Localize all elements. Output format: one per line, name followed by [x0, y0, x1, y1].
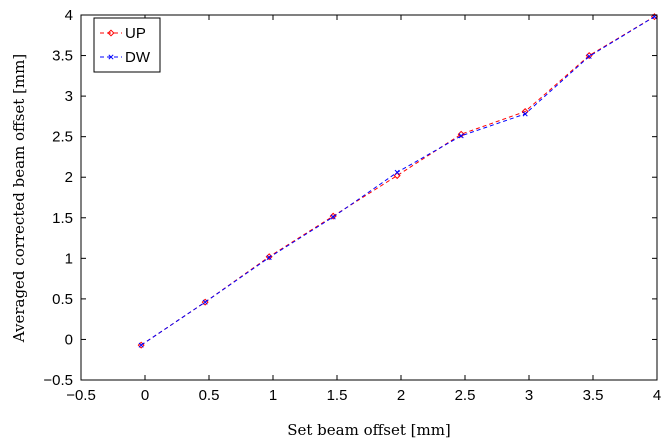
series-line-up	[140, 16, 655, 346]
y-tick-label: 2.5	[52, 129, 73, 146]
data-point-dw	[202, 299, 208, 305]
y-tick-label: 0	[65, 331, 73, 348]
x-tick-label: 2.5	[455, 387, 476, 404]
y-tick-label: 4	[65, 7, 73, 24]
x-axis-title: Set beam offset [mm]	[287, 421, 451, 439]
x-tick-label: −0.5	[66, 387, 96, 404]
data-point-dw	[138, 342, 144, 348]
x-tick-label: 3.5	[583, 387, 604, 404]
legend-box	[93, 17, 161, 73]
legend-marker-dw-stroke-b	[108, 54, 114, 60]
data-point-dw	[330, 214, 336, 220]
y-tick-label: 1.5	[52, 210, 73, 227]
data-point-dw	[522, 111, 528, 117]
x-tick-label: 4	[653, 387, 661, 404]
y-tick-label: 3	[65, 88, 73, 105]
legend-marker-dw	[108, 54, 114, 60]
data-point-dw	[394, 169, 400, 175]
plot-area	[80, 14, 658, 381]
series-dw	[138, 14, 657, 348]
y-axis-title: Averaged corrected beam offset [mm]	[10, 54, 28, 344]
x-tick-label: 2	[397, 387, 405, 404]
x-tick-label: 1	[269, 387, 277, 404]
y-tick-label: 0.5	[52, 291, 73, 308]
x-tick-label: 1.5	[327, 387, 348, 404]
data-point-dw-stroke-b	[266, 254, 272, 261]
legend-marker-up	[107, 29, 115, 37]
legend: UP DW	[93, 17, 161, 73]
x-tick-label: 3	[525, 387, 533, 404]
y-tick-label: 1	[65, 250, 73, 267]
data-point-up	[650, 13, 658, 21]
y-tick-label: 2	[65, 169, 73, 186]
legend-label-dw: DW	[125, 49, 151, 66]
data-point-dw-stroke-b	[586, 53, 592, 59]
data-point-dw-stroke-b	[330, 214, 336, 220]
y-tick-label: −0.5	[43, 372, 73, 389]
y-tick-label: 3.5	[52, 48, 73, 65]
data-point-dw-stroke-b	[202, 299, 208, 305]
data-point-dw	[266, 254, 272, 261]
legend-label-up: UP	[125, 25, 146, 42]
data-point-dw-stroke-b	[394, 169, 400, 175]
x-tick-label: 0	[141, 387, 149, 404]
data-point-up	[457, 130, 465, 138]
data-point-dw-stroke-b	[138, 342, 144, 348]
data-point-dw-stroke-b	[458, 133, 464, 139]
data-point-dw	[458, 133, 464, 139]
x-tick-label: 0.5	[199, 387, 220, 404]
data-point-dw-stroke-b	[522, 111, 528, 117]
data-point-dw	[586, 53, 592, 59]
